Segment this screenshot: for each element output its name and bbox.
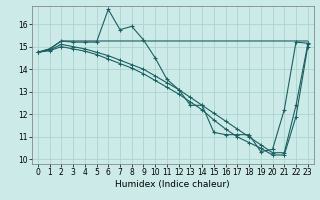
X-axis label: Humidex (Indice chaleur): Humidex (Indice chaleur): [116, 180, 230, 189]
